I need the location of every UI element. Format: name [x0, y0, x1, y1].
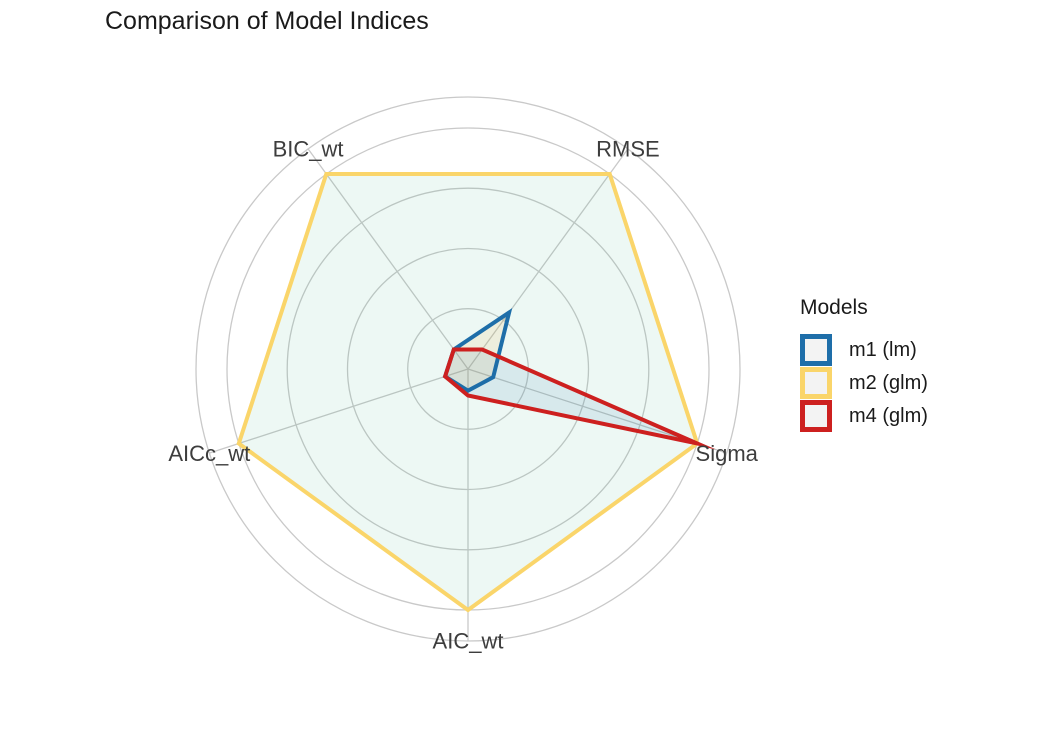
legend-key-swatch-m4 [800, 400, 832, 432]
axis-label-BIC_wt: BIC_wt [273, 137, 344, 162]
legend-items: m1 (lm) m2 (glm) m4 (glm) [800, 334, 928, 432]
chart-title: Comparison of Model Indices [105, 7, 429, 35]
legend-key-swatch-m2 [800, 367, 832, 399]
axis-label-AIC_wt: AIC_wt [433, 629, 504, 654]
legend-label-m2: m2 (glm) [849, 371, 928, 394]
legend-item-m2: m2 (glm) [800, 367, 928, 399]
axis-label-Sigma: Sigma [696, 441, 759, 466]
radial-axis-BIC_wt [307, 148, 469, 370]
legend-key-swatch-m1 [800, 334, 832, 366]
radial-axis-AICc_wt [209, 368, 469, 454]
axis-label-RMSE: RMSE [596, 137, 660, 162]
axis-label-AICc_wt: AICc_wt [168, 441, 250, 466]
radial-axis-RMSE [467, 148, 629, 370]
legend-item-m1: m1 (lm) [800, 334, 928, 366]
legend-label-m1: m1 (lm) [849, 338, 917, 361]
legend-label-m4: m4 (glm) [849, 404, 928, 427]
legend: Models m1 (lm) m2 (glm) m4 (glm) [800, 296, 928, 432]
legend-item-m4: m4 (glm) [800, 400, 928, 432]
series-polygon-m4-glm- [442, 347, 716, 450]
legend-title: Models [800, 296, 868, 319]
